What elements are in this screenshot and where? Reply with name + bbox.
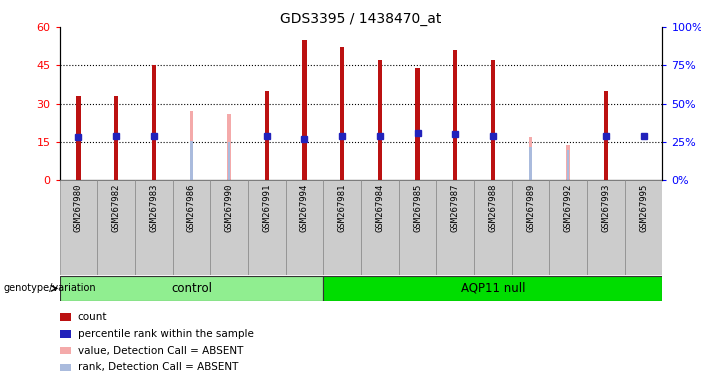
Text: value, Detection Call = ABSENT: value, Detection Call = ABSENT bbox=[78, 346, 243, 356]
Text: GSM267991: GSM267991 bbox=[262, 183, 271, 232]
Bar bbox=[529, 137, 533, 180]
Bar bbox=[491, 60, 495, 180]
Bar bbox=[60, 180, 97, 275]
Bar bbox=[604, 91, 608, 180]
Bar bbox=[399, 180, 436, 275]
Bar bbox=[304, 141, 306, 180]
Bar bbox=[191, 141, 193, 180]
Bar bbox=[248, 180, 286, 275]
Text: GSM267987: GSM267987 bbox=[451, 183, 460, 232]
Text: genotype/variation: genotype/variation bbox=[4, 283, 96, 293]
Text: count: count bbox=[78, 312, 107, 322]
Bar bbox=[529, 147, 531, 180]
Bar bbox=[210, 180, 248, 275]
Text: GSM267994: GSM267994 bbox=[300, 183, 309, 232]
Text: GSM267982: GSM267982 bbox=[111, 183, 121, 232]
Bar bbox=[323, 276, 662, 301]
Text: percentile rank within the sample: percentile rank within the sample bbox=[78, 329, 254, 339]
Bar bbox=[550, 180, 587, 275]
Bar bbox=[566, 145, 570, 180]
Text: GSM267980: GSM267980 bbox=[74, 183, 83, 232]
Bar bbox=[453, 50, 458, 180]
Bar bbox=[415, 68, 420, 180]
Text: GSM267984: GSM267984 bbox=[375, 183, 384, 232]
Bar bbox=[114, 96, 118, 180]
Bar bbox=[228, 142, 230, 180]
Bar bbox=[227, 114, 231, 180]
Bar bbox=[587, 180, 625, 275]
Bar bbox=[303, 139, 306, 180]
Bar bbox=[60, 276, 323, 301]
Bar bbox=[151, 65, 156, 180]
Bar bbox=[135, 180, 172, 275]
Text: control: control bbox=[171, 282, 212, 295]
Text: GSM267988: GSM267988 bbox=[489, 183, 498, 232]
Text: GSM267989: GSM267989 bbox=[526, 183, 535, 232]
Bar bbox=[512, 180, 550, 275]
Text: GSM267983: GSM267983 bbox=[149, 183, 158, 232]
Bar bbox=[286, 180, 323, 275]
Text: GSM267990: GSM267990 bbox=[224, 183, 233, 232]
Bar bbox=[361, 180, 399, 275]
Bar bbox=[567, 150, 569, 180]
Bar bbox=[264, 91, 269, 180]
Text: GSM267985: GSM267985 bbox=[413, 183, 422, 232]
Bar bbox=[340, 47, 344, 180]
Text: GSM267995: GSM267995 bbox=[639, 183, 648, 232]
Text: GSM267981: GSM267981 bbox=[338, 183, 347, 232]
Bar bbox=[378, 60, 382, 180]
Bar bbox=[474, 180, 512, 275]
Text: GSM267986: GSM267986 bbox=[187, 183, 196, 232]
Text: GSM267993: GSM267993 bbox=[601, 183, 611, 232]
Bar bbox=[302, 40, 307, 180]
Bar bbox=[625, 180, 662, 275]
Bar bbox=[76, 96, 81, 180]
Bar bbox=[189, 111, 193, 180]
Text: GSM267992: GSM267992 bbox=[564, 183, 573, 232]
Bar bbox=[323, 180, 361, 275]
Text: rank, Detection Call = ABSENT: rank, Detection Call = ABSENT bbox=[78, 362, 238, 372]
Bar bbox=[172, 180, 210, 275]
Bar bbox=[436, 180, 474, 275]
Text: AQP11 null: AQP11 null bbox=[461, 282, 525, 295]
Bar bbox=[97, 180, 135, 275]
Title: GDS3395 / 1438470_at: GDS3395 / 1438470_at bbox=[280, 12, 442, 26]
